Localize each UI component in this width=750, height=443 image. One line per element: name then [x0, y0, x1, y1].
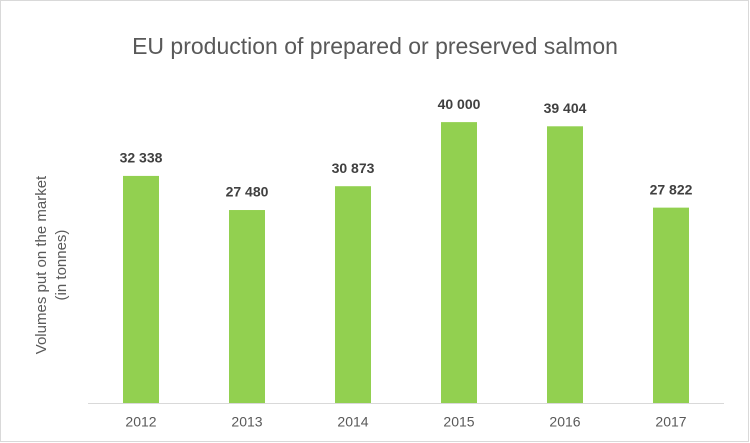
- x-tick-label: 2013: [231, 414, 262, 430]
- data-label: 39 404: [544, 100, 587, 116]
- bar: [229, 210, 265, 403]
- bar: [335, 186, 371, 403]
- y-label-line: (in tonnes): [53, 230, 70, 301]
- x-tick-label: 2016: [549, 414, 580, 430]
- bar: [441, 122, 477, 403]
- data-label: 30 873: [332, 160, 375, 176]
- data-label: 27 822: [650, 181, 693, 197]
- bar: [653, 207, 689, 403]
- x-tick-label: 2014: [337, 414, 368, 430]
- x-tick-label: 2017: [655, 414, 686, 430]
- chart-title: EU production of prepared or preserved s…: [132, 33, 618, 59]
- x-tick-label: 2012: [125, 414, 156, 430]
- x-tick-label: 2015: [443, 414, 474, 430]
- data-label: 32 338: [120, 150, 163, 166]
- data-label: 40 000: [438, 96, 481, 112]
- y-axis-label: Volumes put on the market (in tonnes): [33, 175, 70, 354]
- bar: [123, 175, 159, 403]
- data-label: 27 480: [226, 184, 269, 200]
- y-label-line: Volumes put on the market: [33, 175, 50, 354]
- bar: [547, 126, 583, 403]
